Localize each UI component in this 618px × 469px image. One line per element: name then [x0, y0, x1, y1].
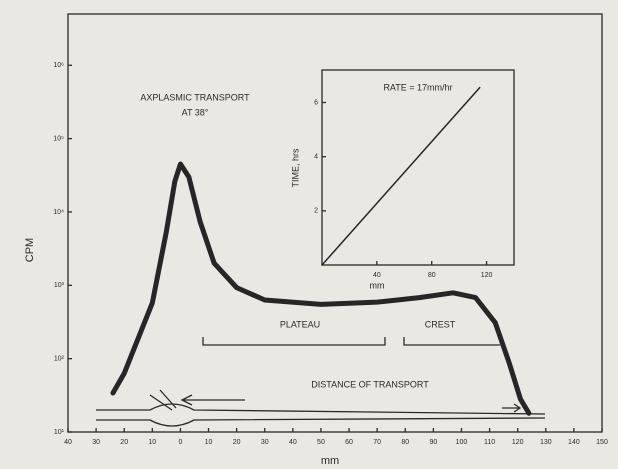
inset-title: RATE = 17mm/hr [383, 82, 452, 92]
x-tick-label: 10 [148, 439, 156, 446]
x-tick-label: 10 [205, 439, 213, 446]
x-tick-label: 90 [429, 439, 437, 446]
annotation: CREST [425, 319, 456, 329]
inset-y-label: TIME, hrs [290, 148, 300, 188]
annotation: DISTANCE OF TRANSPORT [311, 379, 429, 389]
x-tick-label: 30 [92, 439, 100, 446]
x-tick-label: 120 [481, 272, 493, 279]
arrow-left [180, 394, 245, 406]
x-tick-label: 30 [261, 439, 269, 446]
x-axis-label: mm [321, 455, 339, 467]
y-tick-label: 6 [314, 99, 318, 106]
x-tick-label: 130 [540, 439, 552, 446]
x-tick-label: 80 [428, 272, 436, 279]
y-axis-label: CPM [24, 238, 36, 262]
x-tick-label: 40 [289, 439, 297, 446]
x-tick-label: 20 [233, 439, 241, 446]
inset-x-label: mm [370, 280, 385, 290]
y-tick-label: 4 [314, 154, 318, 161]
y-tick-label: 10² [54, 355, 65, 362]
x-tick-label: 40 [64, 439, 72, 446]
y-tick-label: 10⁵ [53, 135, 64, 142]
x-tick-label: 150 [596, 439, 608, 446]
inset-frame [321, 69, 515, 266]
x-tick-label: 70 [373, 439, 381, 446]
x-tick-label: 110 [484, 439, 495, 446]
data-line [321, 86, 481, 266]
x-tick-label: 140 [568, 439, 580, 446]
nerve-lower [96, 417, 546, 427]
arrow-right [502, 403, 522, 413]
x-tick-label: 0 [178, 439, 182, 446]
data-line [110, 161, 532, 416]
y-tick-label: 2 [314, 208, 318, 215]
annotation: PLATEAU [280, 319, 320, 329]
x-tick-label: 60 [345, 439, 353, 446]
x-tick-label: 20 [120, 439, 128, 446]
nerve-upper [96, 403, 546, 415]
x-tick-label: 40 [373, 272, 381, 279]
crest-bracket [403, 337, 500, 346]
x-tick-label: 120 [512, 439, 524, 446]
y-tick-label: 10¹ [54, 429, 65, 436]
y-tick-label: 10³ [54, 282, 65, 289]
y-tick-label: 10⁶ [53, 62, 64, 69]
annotation: AXPLASMIC TRANSPORT [140, 92, 250, 102]
plateau-bracket [202, 337, 386, 346]
x-tick-label: 50 [317, 439, 325, 446]
nerve-diagram [96, 389, 546, 427]
x-tick-label: 80 [401, 439, 409, 446]
y-tick-label: 10⁴ [53, 209, 64, 216]
ligature [149, 389, 177, 411]
annotation: AT 38° [182, 107, 209, 117]
main-frame [67, 13, 603, 433]
x-tick-label: 100 [456, 439, 468, 446]
